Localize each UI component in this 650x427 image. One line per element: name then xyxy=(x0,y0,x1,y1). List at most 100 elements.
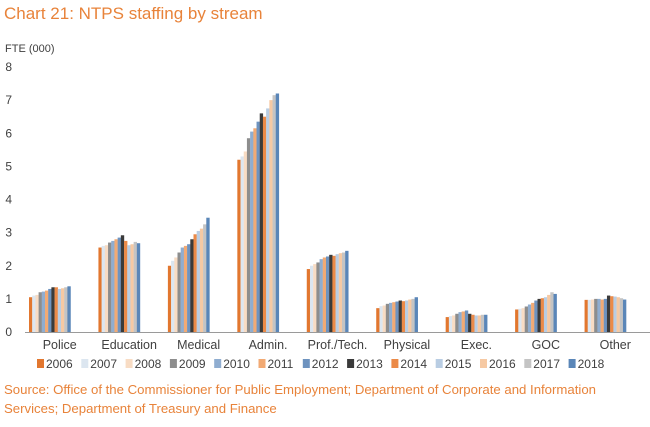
bar-2008 xyxy=(313,264,317,332)
bar-2012 xyxy=(395,301,399,332)
y-tick-label: 6 xyxy=(5,126,12,140)
bar-2008 xyxy=(174,257,178,332)
bar-2007 xyxy=(379,306,383,332)
bar-2018 xyxy=(345,250,349,332)
bar-2009 xyxy=(246,138,251,332)
bar-2016 xyxy=(477,315,482,332)
bar-2011 xyxy=(600,299,604,332)
bar-2011 xyxy=(531,302,535,332)
bar-2012 xyxy=(603,298,608,333)
bar-2015 xyxy=(127,245,131,332)
bar-2010 xyxy=(319,259,323,333)
y-tick-label: 4 xyxy=(5,193,12,207)
bar-2016 xyxy=(269,100,273,333)
bar-2010 xyxy=(389,302,393,332)
bar-2009 xyxy=(385,303,390,332)
bar-2009 xyxy=(108,242,112,332)
x-tick-label: Prof./Tech. xyxy=(308,338,368,352)
bar-2014 xyxy=(54,287,58,332)
x-tick-label: Exec. xyxy=(461,338,492,352)
bar-2016 xyxy=(408,299,412,332)
bar-2013 xyxy=(51,287,55,332)
bar-2006 xyxy=(515,309,519,332)
bar-2016 xyxy=(616,297,620,332)
bar-2013 xyxy=(468,313,472,332)
bar-2011 xyxy=(322,257,327,332)
bar-2014 xyxy=(471,314,475,332)
y-tick-label: 2 xyxy=(5,259,12,273)
bar-2007 xyxy=(309,265,314,332)
bar-2012 xyxy=(187,244,191,332)
bar-2012 xyxy=(464,310,469,332)
bar-2010 xyxy=(180,247,185,332)
bar-2007 xyxy=(448,316,453,332)
bar-2013 xyxy=(606,295,611,332)
legend-label: 2014 xyxy=(400,357,427,371)
legend-label: 2018 xyxy=(578,357,605,371)
x-tick-label: Admin. xyxy=(249,338,288,352)
y-tick-label: 0 xyxy=(5,325,12,339)
legend-swatch-2017 xyxy=(524,359,532,368)
bar-2010 xyxy=(250,131,254,332)
legend-swatch-2011 xyxy=(258,359,266,368)
bar-2018 xyxy=(206,217,210,332)
legend-label: 2007 xyxy=(90,357,117,371)
y-tick-label: 1 xyxy=(5,292,12,306)
x-tick-label: GOC xyxy=(532,338,560,352)
bar-2016 xyxy=(338,253,343,332)
bar-2010 xyxy=(597,298,601,333)
bar-2011 xyxy=(461,311,466,332)
legend-label: 2015 xyxy=(445,357,472,371)
bar-2017 xyxy=(64,287,68,332)
bar-2007 xyxy=(32,295,36,332)
bar-2006 xyxy=(237,159,241,332)
bar-2013 xyxy=(398,300,402,332)
x-tick-label: Police xyxy=(43,338,77,352)
bar-2018 xyxy=(553,293,557,332)
bar-2011 xyxy=(114,239,118,332)
y-axis-label: FTE (000) xyxy=(5,43,55,55)
bar-2010 xyxy=(41,291,46,332)
legend-swatch-2007 xyxy=(81,359,89,368)
bar-2016 xyxy=(547,294,551,332)
bar-2009 xyxy=(38,292,42,332)
bar-2013 xyxy=(537,298,541,333)
bar-2006 xyxy=(584,299,588,332)
bar-2008 xyxy=(382,305,386,332)
bar-chart: FTE (000) 0 1 2 3 4 5 6 7 8 Police Education Medical… xyxy=(5,43,650,371)
bar-2010 xyxy=(527,304,532,332)
legend-swatch-2012 xyxy=(302,359,310,368)
x-tick-label: Education xyxy=(101,338,157,352)
bar-2008 xyxy=(104,245,109,332)
legend-label: 2016 xyxy=(489,357,516,371)
bar-2006 xyxy=(167,265,172,332)
bar-2015 xyxy=(57,288,62,332)
y-tick-label: 5 xyxy=(5,159,12,173)
legend-label: 2006 xyxy=(46,357,73,371)
bar-2014 xyxy=(401,301,406,332)
bar-2017 xyxy=(619,298,624,332)
bar-2018 xyxy=(414,297,418,332)
chart-title: Chart 21: NTPS staffing by stream xyxy=(4,4,263,23)
bar-2006 xyxy=(376,308,380,332)
bar-2015 xyxy=(474,315,478,332)
legend-label: 2012 xyxy=(312,357,339,371)
legend-swatch-2015 xyxy=(435,359,443,368)
bar-2013 xyxy=(329,254,333,332)
bar-2006 xyxy=(445,317,450,332)
bar-2008 xyxy=(590,299,595,332)
bar-2014 xyxy=(193,234,197,332)
bar-2017 xyxy=(272,95,276,332)
y-tick-label: 8 xyxy=(5,60,12,74)
bar-2014 xyxy=(610,296,614,332)
bar-2016 xyxy=(130,244,134,332)
bar-2008 xyxy=(35,294,39,332)
bar-2009 xyxy=(524,306,529,332)
bar-2015 xyxy=(543,297,548,332)
bar-2008 xyxy=(452,315,456,332)
bar-2013 xyxy=(190,239,194,332)
bar-2011 xyxy=(253,128,257,332)
bar-2017 xyxy=(411,298,415,333)
bar-2015 xyxy=(266,108,270,332)
bar-2011 xyxy=(392,302,396,332)
